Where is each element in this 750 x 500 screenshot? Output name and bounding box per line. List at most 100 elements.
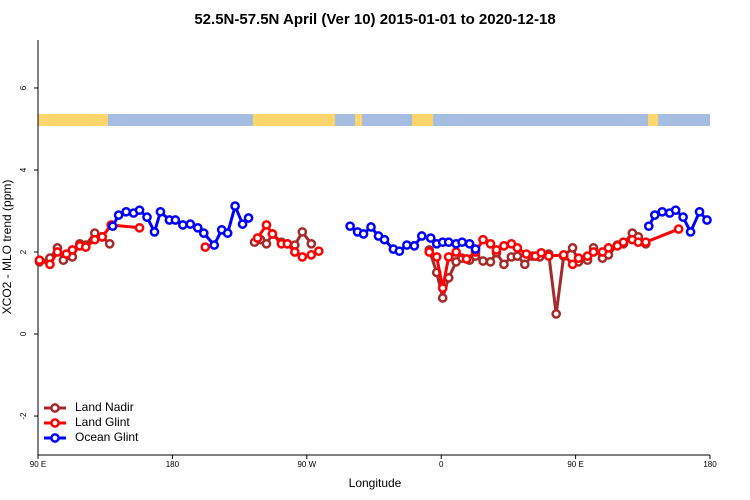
data-point: [97, 231, 108, 242]
data-point: [306, 250, 317, 260]
data-point: [673, 224, 684, 234]
data-point: [499, 241, 509, 251]
x-axis-label: Longitude: [349, 476, 402, 490]
data-point: [409, 241, 420, 251]
data-point: [618, 237, 629, 248]
data-point: [297, 252, 308, 262]
data-point: [588, 247, 599, 257]
data-point: [416, 231, 427, 241]
data-point: [633, 237, 644, 248]
y-tick-label: -2: [19, 412, 28, 420]
data-point: [34, 255, 45, 266]
data-point: [134, 222, 145, 233]
data-point: [543, 251, 554, 261]
legend-label: Land Nadir: [75, 400, 134, 414]
data-point: [443, 237, 454, 248]
data-point: [134, 205, 145, 216]
data-point: [431, 252, 442, 262]
data-point: [222, 228, 233, 238]
data-point: [45, 259, 55, 270]
y-axis-label: XCO2 - MLO trend (ppm): [0, 180, 14, 315]
x-tick-label: 0: [439, 460, 444, 469]
data-point: [470, 244, 481, 254]
data-point: [192, 222, 203, 233]
data-point: [640, 237, 651, 248]
data-point: [657, 206, 668, 217]
data-point: [178, 220, 188, 230]
data-point: [67, 245, 78, 255]
data-point: [252, 233, 263, 243]
data-point: [678, 212, 688, 223]
data-point: [142, 212, 152, 223]
data-point: [551, 309, 562, 319]
data-point: [478, 256, 488, 266]
data-point: [485, 257, 496, 267]
data-point: [424, 247, 435, 257]
data-point: [185, 219, 196, 229]
data-point: [643, 221, 654, 232]
data-point: [345, 221, 355, 232]
x-tick-label: 180: [703, 460, 717, 469]
x-tick-label: 90 E: [30, 460, 46, 469]
legend-label: Land Glint: [75, 415, 130, 429]
data-point: [491, 245, 502, 255]
data-point: [230, 201, 240, 211]
data-point: [443, 252, 454, 262]
data-point: [261, 220, 272, 230]
data-point: [89, 234, 100, 245]
y-tick-label: 2: [19, 249, 28, 254]
data-point: [113, 210, 124, 220]
data-point: [519, 259, 530, 270]
data-point: [573, 253, 584, 264]
data-point: [464, 238, 475, 249]
data-point: [461, 254, 472, 264]
data-point: [52, 247, 63, 257]
data-point: [685, 227, 696, 237]
data-point: [425, 233, 436, 243]
map-strip: [38, 114, 710, 126]
y-tick-label: 6: [19, 85, 28, 90]
data-point: [170, 215, 181, 225]
data-point: [451, 247, 461, 257]
data-point: [499, 259, 509, 270]
legend-label: Ocean Glint: [75, 430, 139, 444]
data-point: [209, 240, 220, 250]
data-point: [694, 206, 705, 217]
data-point: [297, 227, 308, 237]
data-point: [121, 206, 131, 217]
data-point: [155, 206, 166, 217]
data-point: [379, 234, 390, 245]
data-point: [536, 247, 547, 258]
y-tick-label: 0: [19, 331, 28, 336]
data-point: [290, 247, 300, 257]
data-point: [149, 227, 160, 237]
data-point: [282, 238, 293, 249]
data-point: [567, 243, 578, 253]
data-point: [394, 246, 405, 257]
x-tick-label: 180: [166, 460, 180, 469]
legend-marker: [50, 403, 60, 413]
data-point: [107, 221, 118, 232]
data-point: [313, 246, 324, 257]
data-point: [512, 251, 523, 261]
data-point: [366, 222, 376, 232]
data-point: [104, 238, 115, 249]
data-point: [267, 229, 278, 239]
data-point: [485, 238, 496, 249]
x-tick-label: 90 W: [297, 460, 316, 469]
data-point: [243, 213, 254, 223]
chart-title: 52.5N-57.5N April (Ver 10) 2015-01-01 to…: [194, 11, 555, 28]
data-point: [457, 237, 467, 248]
data-point: [198, 228, 209, 238]
y-tick-label: 4: [19, 167, 28, 172]
data-point: [200, 242, 211, 252]
data-point: [649, 210, 660, 220]
legend-marker: [50, 433, 60, 443]
data-point: [261, 238, 272, 249]
data-point: [80, 242, 91, 252]
data-point: [237, 219, 248, 229]
data-point: [558, 250, 569, 260]
data-point: [603, 243, 614, 253]
data-point: [702, 215, 712, 225]
